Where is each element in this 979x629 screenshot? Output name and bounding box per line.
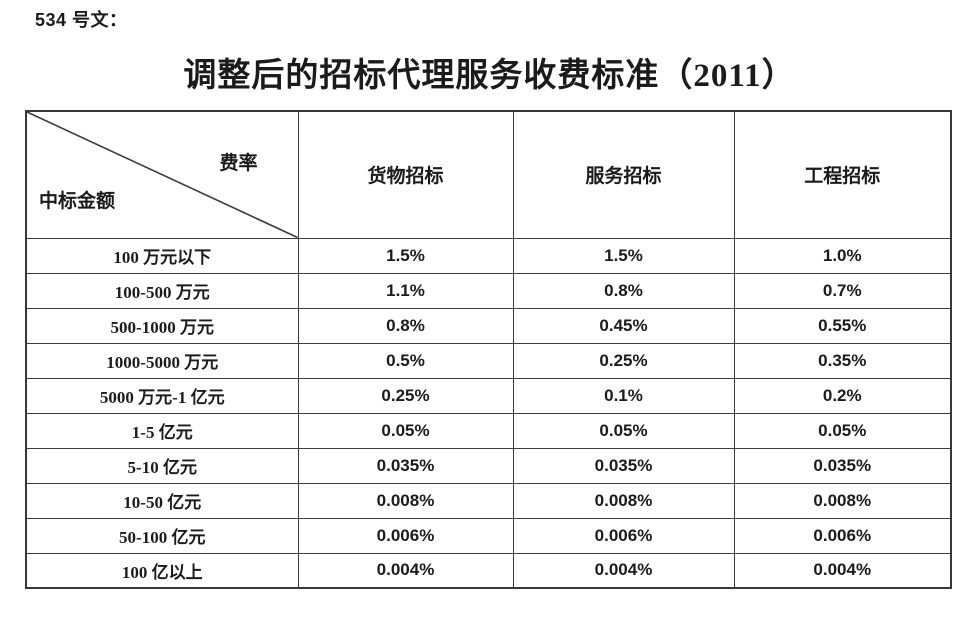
rate-cell: 0.004% <box>512 552 735 589</box>
table-row: 10-50 亿元 0.008% 0.008% 0.008% <box>25 482 952 519</box>
fee-table: 费率 中标金额 货物招标 服务招标 工程招标 100 万元以下 1.5% 1.5… <box>25 110 952 589</box>
rate-cell: 0.008% <box>733 482 952 519</box>
rate-cell: 0.008% <box>512 482 735 519</box>
row-label: 50-100 亿元 <box>25 517 299 554</box>
rate-cell: 0.006% <box>512 517 735 554</box>
rate-cell: 0.55% <box>733 307 952 344</box>
rate-cell: 1.0% <box>733 237 952 274</box>
rate-cell: 0.05% <box>297 412 514 449</box>
column-header-engineering: 工程招标 <box>733 110 952 239</box>
rate-cell: 1.5% <box>512 237 735 274</box>
rate-cell: 0.05% <box>733 412 952 449</box>
rate-cell: 0.035% <box>733 447 952 484</box>
row-label: 10-50 亿元 <box>25 482 299 519</box>
rate-cell: 0.45% <box>512 307 735 344</box>
rate-cell: 0.035% <box>297 447 514 484</box>
column-header-services: 服务招标 <box>512 110 735 239</box>
table-header-row: 费率 中标金额 货物招标 服务招标 工程招标 <box>25 110 952 239</box>
table-row: 100-500 万元 1.1% 0.8% 0.7% <box>25 272 952 309</box>
table-row: 100 亿以上 0.004% 0.004% 0.004% <box>25 552 952 589</box>
rate-cell: 0.008% <box>297 482 514 519</box>
table-row: 5000 万元-1 亿元 0.25% 0.1% 0.2% <box>25 377 952 414</box>
row-label: 100 万元以下 <box>25 237 299 274</box>
row-label: 100 亿以上 <box>25 552 299 589</box>
table-row: 500-1000 万元 0.8% 0.45% 0.55% <box>25 307 952 344</box>
rate-cell: 1.5% <box>297 237 514 274</box>
diagonal-line <box>27 112 298 238</box>
rate-cell: 0.2% <box>733 377 952 414</box>
corner-cell: 费率 中标金额 <box>25 110 299 239</box>
rate-cell: 0.7% <box>733 272 952 309</box>
rate-cell: 0.004% <box>297 552 514 589</box>
rate-cell: 0.35% <box>733 342 952 379</box>
column-header-goods: 货物招标 <box>297 110 514 239</box>
rate-cell: 0.25% <box>512 342 735 379</box>
corner-label-amount: 中标金额 <box>39 191 116 212</box>
rate-cell: 0.004% <box>733 552 952 589</box>
row-label: 1000-5000 万元 <box>25 342 299 379</box>
table-row: 1-5 亿元 0.05% 0.05% 0.05% <box>25 412 952 449</box>
row-label: 100-500 万元 <box>25 272 299 309</box>
rate-cell: 0.5% <box>297 342 514 379</box>
table-row: 5-10 亿元 0.035% 0.035% 0.035% <box>25 447 952 484</box>
corner-label-rate: 费率 <box>219 153 258 174</box>
rate-cell: 0.8% <box>512 272 735 309</box>
rate-cell: 0.8% <box>297 307 514 344</box>
doc-number: 534 号文： <box>35 10 128 30</box>
page-title: 调整后的招标代理服务收费标准（2011） <box>183 58 796 94</box>
row-label: 1-5 亿元 <box>25 412 299 449</box>
table-row: 1000-5000 万元 0.5% 0.25% 0.35% <box>25 342 952 379</box>
rate-cell: 0.05% <box>512 412 735 449</box>
rate-cell: 0.006% <box>733 517 952 554</box>
rate-cell: 0.006% <box>297 517 514 554</box>
rate-cell: 1.1% <box>297 272 514 309</box>
row-label: 500-1000 万元 <box>25 307 299 344</box>
rate-cell: 0.1% <box>512 377 735 414</box>
rate-cell: 0.25% <box>297 377 514 414</box>
table-row: 50-100 亿元 0.006% 0.006% 0.006% <box>25 517 952 554</box>
rate-cell: 0.035% <box>512 447 735 484</box>
row-label: 5-10 亿元 <box>25 447 299 484</box>
row-label: 5000 万元-1 亿元 <box>25 377 299 414</box>
table-row: 100 万元以下 1.5% 1.5% 1.0% <box>25 237 952 274</box>
